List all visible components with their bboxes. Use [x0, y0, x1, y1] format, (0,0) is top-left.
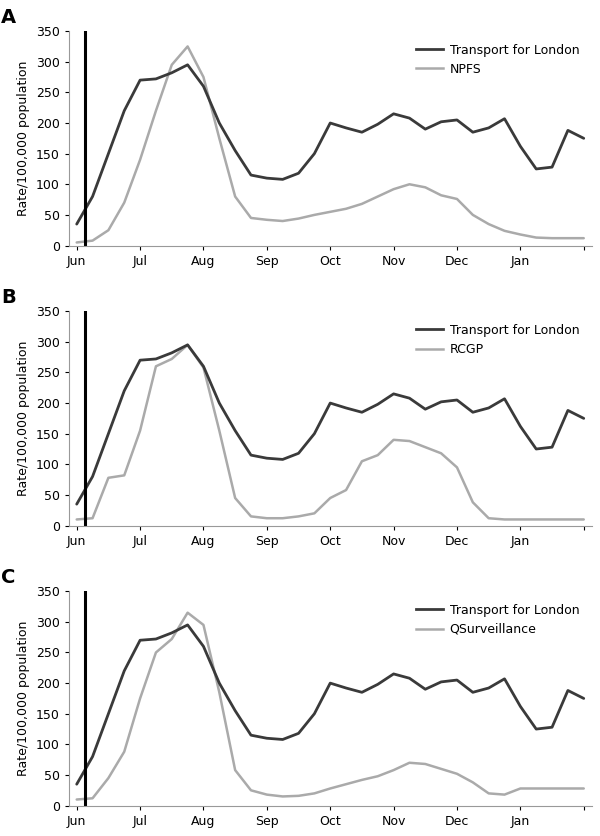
Legend: Transport for London, RCGP: Transport for London, RCGP — [410, 318, 586, 362]
Text: B: B — [1, 288, 16, 307]
Y-axis label: Rate/100,000 population: Rate/100,000 population — [17, 621, 31, 776]
Text: C: C — [1, 568, 15, 587]
Y-axis label: Rate/100,000 population: Rate/100,000 population — [17, 341, 31, 496]
Legend: Transport for London, NPFS: Transport for London, NPFS — [410, 38, 586, 82]
Y-axis label: Rate/100,000 population: Rate/100,000 population — [17, 61, 31, 216]
Legend: Transport for London, QSurveillance: Transport for London, QSurveillance — [410, 598, 586, 642]
Text: A: A — [1, 8, 16, 27]
